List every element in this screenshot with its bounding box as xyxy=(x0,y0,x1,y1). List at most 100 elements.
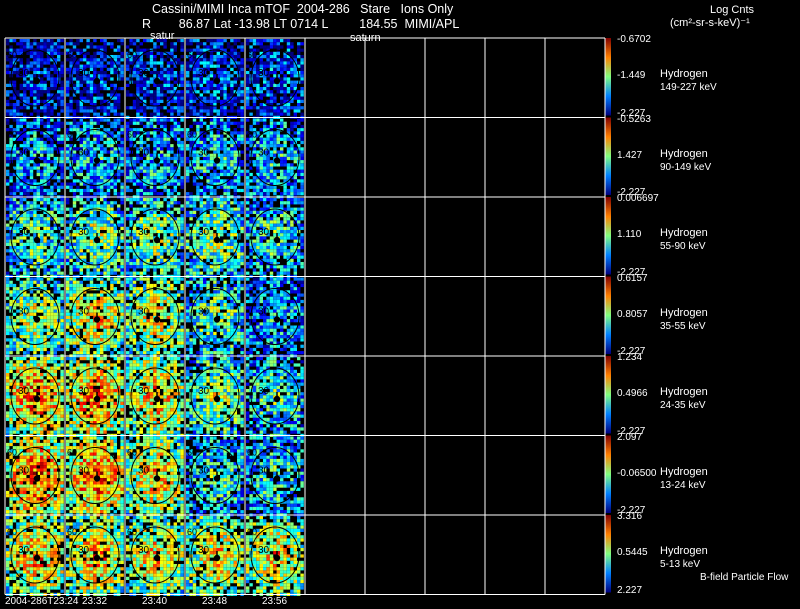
saturn-marker xyxy=(33,77,41,85)
saturn-marker xyxy=(93,157,101,164)
colorbar-mid-label: -0.06500 xyxy=(617,467,657,479)
saturn-marker xyxy=(33,395,41,403)
ring-label: 30 xyxy=(138,148,150,159)
species-label: Hydrogen xyxy=(660,386,708,398)
ring-label: 30 xyxy=(198,545,210,556)
colorbar-min-label: 2.227 xyxy=(617,584,643,596)
ring-label: 30 xyxy=(78,545,90,556)
panel-r3-c1 xyxy=(6,198,64,278)
time-label: 2004-286T23:24 xyxy=(5,596,79,607)
colorbar-max-label: 0.006697 xyxy=(617,193,659,204)
colorbar-max-label: -0.5263 xyxy=(617,113,651,125)
panel-r6-c2 xyxy=(66,436,124,517)
ring-label: 60 xyxy=(67,448,77,458)
species-label: Hydrogen xyxy=(660,465,708,478)
ring-label: 60 xyxy=(7,527,17,537)
saturn-marker xyxy=(273,554,281,562)
panel-r4-c5 xyxy=(246,277,304,358)
ring-label: 30 xyxy=(258,227,270,238)
colorbar-max-label: 3.316 xyxy=(617,511,643,522)
ring-label: 30 xyxy=(18,466,30,477)
panel-r7-c1 xyxy=(6,516,64,596)
colorbar-mid-label: 0.5445 xyxy=(617,547,648,558)
ring-label: 30 xyxy=(138,545,150,556)
species-label: Hydrogen xyxy=(660,227,708,239)
energy-label: 24-35 keV xyxy=(660,400,706,411)
saturn-marker xyxy=(273,77,281,85)
saturn-marker xyxy=(213,157,221,164)
colorbar-max-label: 2.097 xyxy=(617,431,643,443)
panel-r1-c3 xyxy=(126,39,184,119)
energy-label: 55-90 keV xyxy=(660,241,706,252)
colorbar-r6 xyxy=(605,435,611,513)
ring-label: 30 xyxy=(258,466,270,477)
ring-label: 60 xyxy=(67,50,77,60)
panel-r2-c3 xyxy=(126,118,184,199)
panel-r5-c5 xyxy=(246,357,304,437)
colorbar-min-label: -2.227 xyxy=(617,107,646,119)
colorbar-mid-label: -1.449 xyxy=(617,70,646,81)
panel-r7-c4 xyxy=(186,516,244,596)
panel-r3-c3 xyxy=(126,198,184,278)
panel-r1-c5 xyxy=(246,39,304,119)
saturn-marker xyxy=(93,395,101,403)
saturn-marker xyxy=(153,236,161,244)
ring-label: 30 xyxy=(138,386,150,397)
ring-label: 30 xyxy=(258,307,270,318)
saturn-marker xyxy=(93,236,101,244)
panel-r4-c4 xyxy=(186,277,244,358)
ring-label: 30 xyxy=(18,307,30,318)
ring-label: 60 xyxy=(7,50,17,60)
panel-r2-c5 xyxy=(246,118,304,199)
ring-label: 60 xyxy=(247,130,257,140)
species-label: Hydrogen xyxy=(660,68,708,80)
saturn-marker xyxy=(93,316,101,323)
chart-title: Cassini/MIMI Inca mTOF 2004-286 Stare Io… xyxy=(152,2,454,16)
saturn-marker xyxy=(93,554,101,562)
ring-label: 30 xyxy=(18,227,30,238)
time-label: 23:48 xyxy=(202,596,228,607)
ring-label: 60 xyxy=(247,527,257,537)
energy-label: 149-227 keV xyxy=(660,82,717,93)
saturn-marker xyxy=(153,157,161,164)
ring-label: 60 xyxy=(187,130,197,140)
panel-r5-c3 xyxy=(126,357,184,437)
saturn-marker xyxy=(273,157,281,164)
saturn-marker xyxy=(33,475,41,482)
colorbar-min-label: -2.227 xyxy=(617,187,646,198)
saturn-marker xyxy=(213,395,221,403)
panel-r3-c2 xyxy=(66,198,124,278)
ring-label: 30 xyxy=(138,227,150,238)
ring-label: 30 xyxy=(258,68,270,79)
flow-label: B-field Particle Flow xyxy=(700,572,789,583)
colorbar-max-label: 0.6157 xyxy=(617,272,648,284)
ring-label: 60 xyxy=(67,527,77,537)
colorbar-mid-label: 1.427 xyxy=(617,149,643,161)
saturn-marker xyxy=(273,236,281,244)
ring-label: 30 xyxy=(18,148,30,159)
colorbar-min-label: -2.227 xyxy=(617,346,646,357)
ring-label: 60 xyxy=(127,130,137,140)
saturn-marker xyxy=(93,77,101,85)
saturn-marker xyxy=(213,554,221,562)
saturn-label-1: satur xyxy=(150,30,175,42)
ring-label: 60 xyxy=(127,527,137,537)
saturn-marker xyxy=(33,316,41,323)
panel-r4-c3 xyxy=(126,277,184,358)
saturn-marker xyxy=(213,77,221,85)
ring-label: 30 xyxy=(198,386,210,397)
ring-label: 60 xyxy=(187,50,197,60)
saturn-marker xyxy=(213,236,221,244)
ring-label: 60 xyxy=(247,50,257,60)
ring-label: 30 xyxy=(198,227,210,238)
ring-label: 60 xyxy=(67,130,77,140)
colorbar-max-label: -0.6702 xyxy=(617,34,651,45)
ring-label: 60 xyxy=(127,50,137,60)
ring-label: 60 xyxy=(187,448,197,458)
energy-label: 90-149 keV xyxy=(660,161,712,173)
colorbar-mid-label: 1.110 xyxy=(617,229,642,240)
saturn-marker xyxy=(153,316,161,323)
colorbar-mid-label: 0.8057 xyxy=(617,308,648,320)
ring-label: 30 xyxy=(18,545,30,556)
ring-label: 30 xyxy=(78,227,90,238)
